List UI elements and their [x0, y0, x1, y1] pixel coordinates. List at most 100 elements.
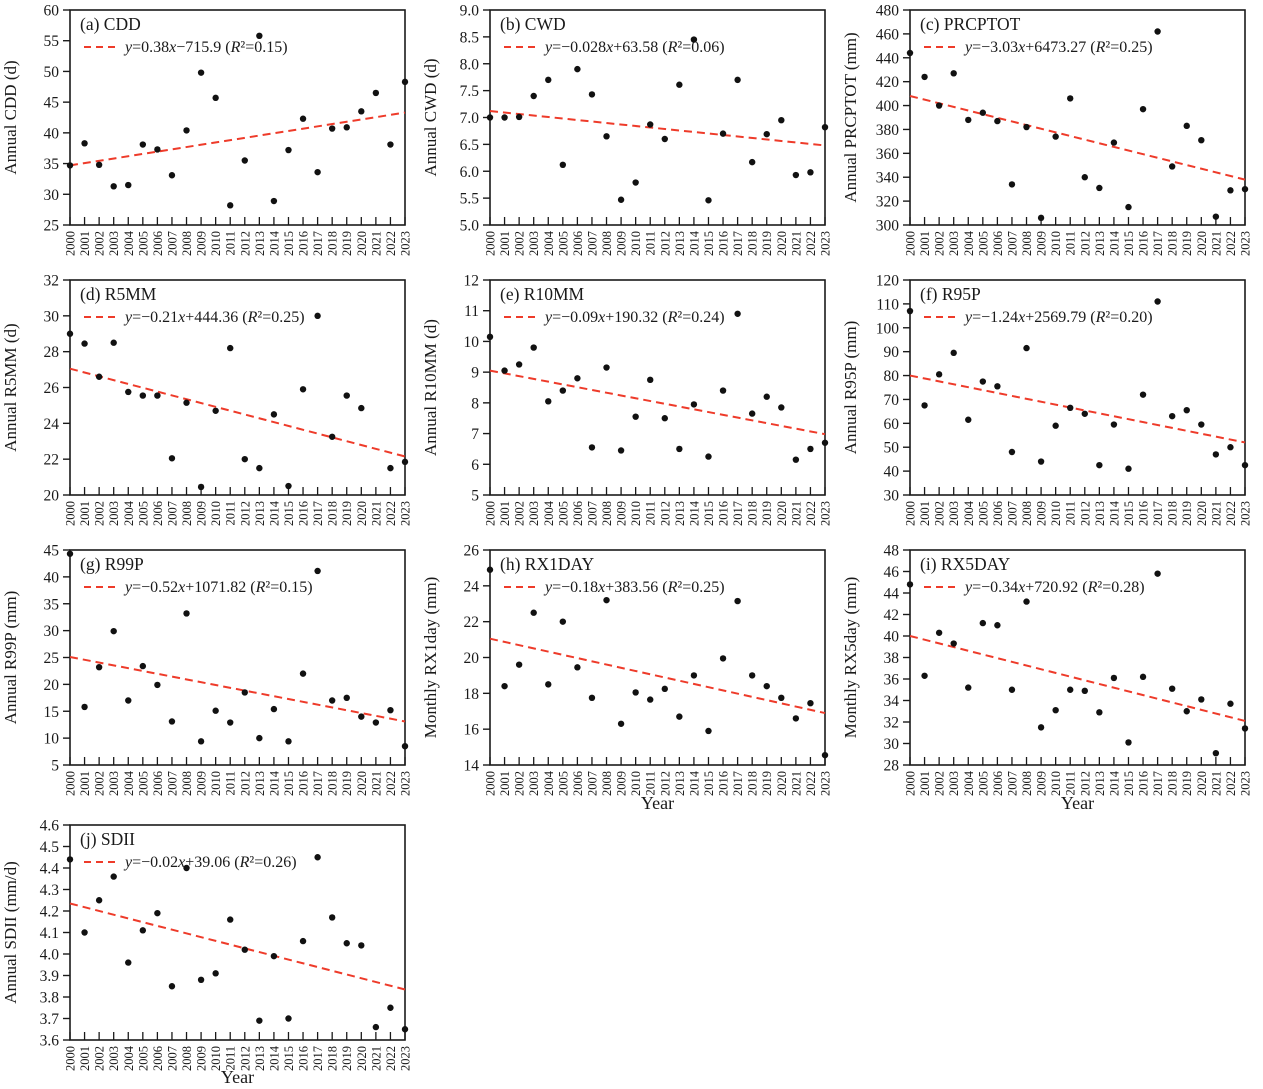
panel-c-prcptot: 300 320 340 360 380 400 420 440 460 480 2000 2001 20…	[840, 0, 1263, 270]
data-point-2006	[154, 146, 161, 153]
x-tick-label: 2016	[297, 1046, 311, 1071]
y-tick-label: 15	[44, 704, 60, 721]
data-point-2014	[270, 705, 278, 713]
data-point-2017	[734, 76, 741, 84]
x-tick-label: 2011	[644, 771, 658, 796]
data-point-2001	[81, 140, 88, 147]
y-tick-label: 28	[44, 344, 60, 361]
y-tick-label: 36	[884, 672, 900, 689]
data-point-2023	[1241, 185, 1249, 193]
y-tick-label: 40	[44, 569, 60, 586]
x-tick-label: 2007	[165, 771, 179, 796]
x-tick-label: 2023	[819, 231, 833, 256]
data-point-2004	[965, 416, 972, 423]
data-point-2013	[1096, 461, 1103, 469]
x-tick-label: 2020	[355, 1046, 369, 1071]
data-point-2001	[81, 929, 88, 936]
x-tick-label: 2009	[195, 501, 209, 526]
y-tick-label: 4.5	[40, 839, 60, 856]
data-point-2021	[792, 171, 800, 179]
data-point-2015	[705, 727, 712, 735]
data-point-2009	[197, 483, 205, 491]
x-tick-label: 2003	[107, 771, 121, 796]
x-tick-label: 2006	[571, 231, 585, 256]
data-point-2008	[1023, 123, 1030, 131]
y-tick-label: 50	[44, 64, 60, 81]
y-tick-label: 40	[44, 125, 60, 142]
y-tick-label: 3.8	[40, 990, 60, 1007]
x-tick-label: 2020	[355, 771, 369, 796]
y-axis-label: Annual CWD (d)	[421, 58, 440, 176]
x-tick-label: 2011	[1064, 771, 1078, 796]
x-tick-label: 2010	[629, 231, 643, 256]
x-tick-label: 2017	[731, 231, 745, 256]
data-point-2022	[807, 445, 814, 453]
data-point-2018	[748, 672, 756, 679]
trend-line	[909, 95, 1246, 181]
data-point-2005	[559, 618, 567, 625]
data-point-2010	[632, 413, 639, 420]
data-point-2020	[1198, 696, 1205, 703]
data-point-2002	[95, 663, 103, 671]
data-point-2010	[1052, 133, 1059, 140]
y-tick-label: 4.4	[40, 861, 60, 878]
data-point-2009	[1037, 214, 1045, 222]
data-point-2017	[1154, 298, 1161, 305]
x-tick-label: 2023	[399, 501, 413, 526]
data-point-2008	[1023, 344, 1030, 352]
x-tick-label: 2017	[311, 501, 325, 526]
data-point-2013	[256, 32, 263, 39]
x-tick-label: 2012	[1078, 501, 1092, 526]
data-point-2020	[358, 713, 365, 720]
data-point-2003	[950, 349, 957, 357]
x-tick-label: 2007	[1005, 231, 1019, 256]
x-tick-label: 2021	[1209, 231, 1223, 256]
data-point-2000	[66, 162, 74, 169]
trend-line	[489, 637, 826, 715]
x-tick-label: 2014	[267, 770, 281, 796]
data-point-2011	[647, 696, 654, 703]
data-point-2019	[343, 392, 350, 399]
y-tick-label: 5.5	[460, 191, 480, 208]
x-tick-label: 2002	[93, 501, 107, 526]
x-tick-label: 2015	[282, 501, 296, 526]
data-point-2001	[501, 114, 508, 121]
data-point-2018	[748, 410, 756, 417]
panel-title: (d) R5MM	[80, 284, 157, 304]
data-point-2007	[1008, 448, 1016, 456]
x-tick-label: 2018	[1166, 771, 1180, 796]
data-point-2014	[1110, 674, 1118, 682]
x-tick-label: 2009	[615, 771, 629, 796]
x-tick-label: 2017	[1151, 501, 1165, 526]
y-tick-label: 6.0	[460, 164, 480, 181]
x-tick-label: 2017	[731, 771, 745, 796]
data-point-2010	[632, 689, 639, 696]
x-tick-label: 2015	[282, 231, 296, 256]
x-tick-label: 2010	[1049, 231, 1063, 256]
x-tick-label: 2010	[629, 501, 643, 526]
x-tick-label: 2006	[991, 771, 1005, 796]
y-tick-label: 4.3	[40, 882, 60, 899]
data-point-2007	[588, 694, 596, 702]
x-tick-label: 2000	[64, 771, 78, 796]
x-tick-label: 2012	[238, 231, 252, 256]
data-point-2011	[227, 719, 234, 726]
x-tick-label: 2023	[819, 501, 833, 526]
data-point-2021	[372, 1023, 380, 1031]
x-tick-label: 2001	[78, 1046, 92, 1071]
x-tick-label: 2016	[1137, 771, 1151, 796]
x-tick-label: 2002	[933, 501, 947, 526]
x-tick-label: 2007	[1005, 771, 1019, 796]
x-tick-label: 2020	[355, 501, 369, 526]
x-tick-label: 2001	[78, 231, 92, 256]
y-tick-label: 9	[471, 365, 479, 382]
data-point-2021	[372, 89, 380, 97]
data-point-2010	[632, 179, 639, 186]
x-tick-label: 2008	[600, 501, 614, 526]
x-tick-label: 2013	[1093, 501, 1107, 526]
x-tick-label: 2015	[1122, 771, 1136, 796]
data-point-2008	[603, 596, 610, 604]
data-point-2001	[501, 367, 508, 374]
